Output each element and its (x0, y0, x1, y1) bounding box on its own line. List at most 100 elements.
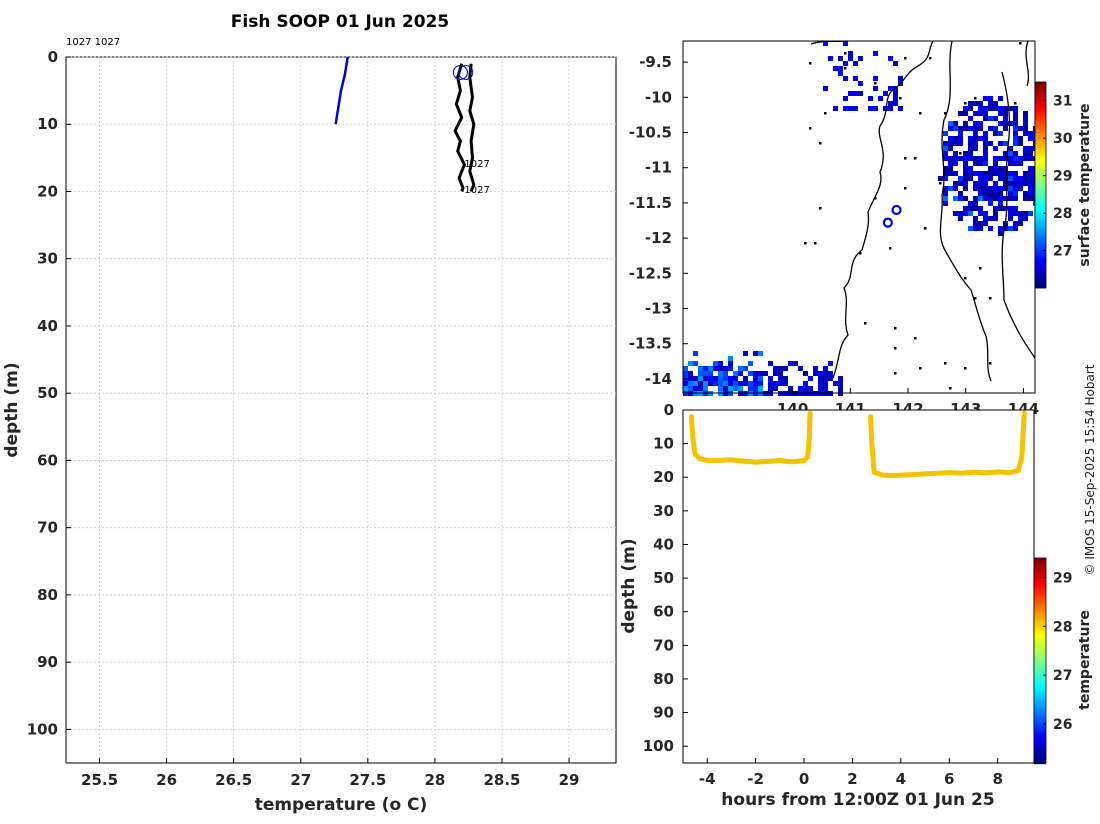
colorbar-strip (1035, 86, 1046, 89)
y-tick-label: 0 (48, 48, 58, 66)
map-y-tick-label: -9.5 (639, 53, 672, 71)
sst-cell (1003, 106, 1008, 111)
station-marker (891, 204, 902, 216)
sst-cell (988, 196, 993, 201)
colorbar-strip (1034, 732, 1046, 735)
colorbar-strip (1035, 236, 1046, 239)
depth-time-plot-area (682, 409, 1035, 764)
colorbar-strip (1035, 90, 1046, 93)
y-tick-label: 30 (37, 250, 58, 268)
sst-cell (1013, 121, 1018, 126)
sst-cell (713, 366, 718, 371)
colorbar-strip (1035, 120, 1046, 123)
colorbar-strip (1034, 598, 1046, 601)
colorbar-strip (1034, 654, 1046, 657)
colorbar-strip (1034, 638, 1046, 641)
sst-cell (943, 146, 948, 151)
sst-speck (949, 387, 952, 390)
colorbar-strip (1034, 642, 1046, 645)
colorbar-strip (1035, 254, 1046, 257)
credit-text: © IMOS 15-Sep-2025 15:54 Hobart (1083, 364, 1097, 575)
sst-cell (943, 201, 948, 206)
sst-cell (803, 381, 808, 386)
sst-speck (919, 112, 922, 115)
sst-cell (983, 161, 988, 166)
sst-cell (943, 141, 948, 146)
sst-cell (978, 161, 983, 166)
colorbar-strip (1034, 668, 1046, 671)
sst-cell (873, 106, 878, 111)
sst-cell (683, 366, 688, 371)
coastline (810, 40, 1036, 382)
sst-cell (998, 141, 1003, 146)
sst-cell (953, 156, 958, 161)
sst-cell (718, 376, 723, 381)
colorbar-strip (1034, 568, 1046, 571)
colorbar-strip (1035, 268, 1046, 271)
colorbar-strip (1035, 154, 1046, 157)
sst-speck (964, 277, 967, 280)
sst-cell (733, 381, 738, 386)
sst-cell (743, 381, 748, 386)
sst-speck (944, 362, 947, 365)
sst-cell (1008, 181, 1013, 186)
sst-cell (998, 131, 1003, 136)
colorbar-strip (1035, 118, 1046, 121)
sst-cell (993, 206, 998, 211)
colorbar-strip (1035, 270, 1046, 273)
sst-cell (953, 181, 958, 186)
sst-cell (998, 201, 1003, 206)
sst-cell (1008, 156, 1013, 161)
sst-cell (698, 386, 703, 391)
sst-cell (983, 221, 988, 226)
profile-x-axis-label: temperature (o C) (255, 795, 428, 815)
sst-cell (973, 161, 978, 166)
sst-cell (968, 166, 973, 171)
colorbar-strip (1034, 570, 1046, 573)
sst-cell (1028, 191, 1033, 196)
sst-cell (853, 76, 858, 81)
colorbar-strip (1034, 558, 1046, 561)
colorbar-strip (1034, 726, 1046, 729)
colorbar-strip (1035, 148, 1046, 151)
sst-cell (973, 101, 978, 106)
colorbar-strip (1034, 634, 1046, 637)
sst-cell (1028, 186, 1033, 191)
sst-cell (973, 181, 978, 186)
sst-cell (1008, 196, 1013, 201)
colorbar-strip (1035, 94, 1046, 97)
sst-cell (948, 141, 953, 146)
sst-cell (998, 196, 1003, 201)
sst-cell (978, 181, 983, 186)
sst-cell (888, 56, 893, 61)
sst-cell (983, 196, 988, 201)
sst-cell (968, 171, 973, 176)
sst-cell (968, 136, 973, 141)
colorbar-strip (1035, 216, 1046, 219)
sst-cell (868, 106, 873, 111)
sst-cell (893, 96, 898, 101)
sst-cell (983, 96, 988, 101)
sst-cell (723, 381, 728, 386)
sst-cell (993, 161, 998, 166)
dt-y-tick-label: 30 (653, 502, 674, 520)
sst-cell (808, 376, 813, 381)
sst-cell (718, 366, 723, 371)
sst-cell (983, 106, 988, 111)
sst-cell (968, 176, 973, 181)
sst-speck (924, 227, 927, 230)
colorbar-strip (1034, 688, 1046, 691)
colorbar-strip (1035, 82, 1046, 85)
sst-cell (738, 371, 743, 376)
colorbar-strip (1034, 618, 1046, 621)
colorbar-strip (1034, 664, 1046, 667)
colorbar-strip (1034, 706, 1046, 709)
dt-x-tick-label: -2 (747, 770, 764, 788)
colorbar-strip (1035, 214, 1046, 217)
sst-speck (874, 82, 877, 85)
colorbar-tick-label: 27 (1053, 668, 1072, 684)
sst-cell (1003, 196, 1008, 201)
colorbar-strip (1035, 92, 1046, 95)
colorbar-strip (1034, 574, 1046, 577)
colorbar-strip (1034, 682, 1046, 685)
